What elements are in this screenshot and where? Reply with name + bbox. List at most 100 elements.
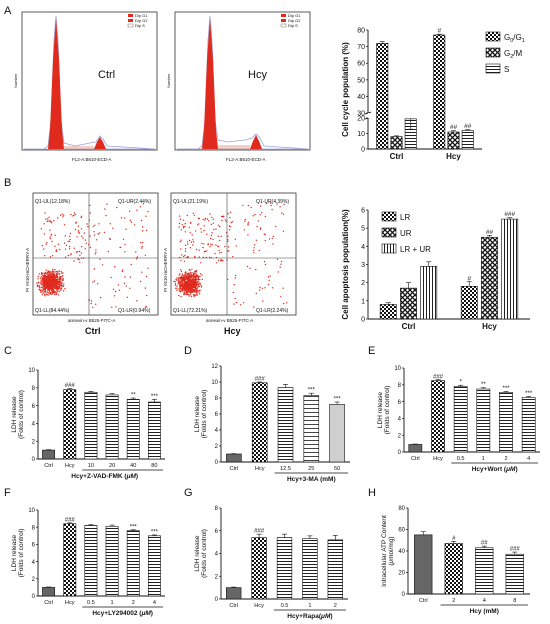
scatter-dot bbox=[47, 218, 49, 220]
scatter-dot bbox=[189, 283, 191, 285]
scatter-dot bbox=[92, 306, 94, 308]
scatter-dot bbox=[141, 226, 144, 228]
scatter-dot bbox=[233, 283, 235, 286]
scatter-dot bbox=[80, 216, 83, 219]
scatter-dot bbox=[51, 290, 53, 293]
scatter-dot bbox=[271, 287, 274, 289]
x-tick-label: Hcy bbox=[254, 603, 264, 609]
scatter-dot bbox=[144, 287, 146, 289]
scatter-dot bbox=[42, 280, 44, 282]
scatter-dot bbox=[191, 268, 193, 270]
scatter-dot bbox=[60, 289, 62, 291]
scatter-dot bbox=[247, 204, 250, 207]
scatter-dot bbox=[222, 215, 224, 217]
scatter-dot bbox=[267, 276, 270, 278]
bar bbox=[84, 391, 98, 460]
significance-mark: ## bbox=[450, 124, 458, 131]
bar bbox=[475, 547, 494, 595]
x-tick-label: Ctrl bbox=[44, 600, 53, 606]
y-tick-label: 70 bbox=[357, 44, 365, 51]
scatter-dot bbox=[179, 240, 182, 243]
scatter-dot bbox=[270, 204, 272, 207]
scatter-dot bbox=[188, 277, 191, 279]
scatter-dot bbox=[114, 266, 116, 268]
x-tick-label: 2 bbox=[452, 598, 455, 604]
scatter-dot bbox=[56, 272, 59, 274]
scatter-dot bbox=[253, 249, 255, 252]
scatter-dot bbox=[107, 250, 110, 253]
y-tick-label: 10 bbox=[28, 508, 35, 514]
scatter-hcy-xlabel: annexin-v B525-FITC-A bbox=[206, 318, 253, 323]
scatter-dot bbox=[281, 212, 283, 214]
scatter-dot bbox=[182, 288, 184, 290]
scatter-dot bbox=[114, 290, 117, 293]
scatter-dot bbox=[60, 285, 63, 287]
y-tick-label: 60 bbox=[398, 528, 405, 534]
scatter-dot bbox=[189, 232, 191, 234]
y-tick-label: 12 bbox=[211, 364, 218, 370]
scatter-dot bbox=[50, 274, 52, 277]
scatter-dot bbox=[174, 283, 177, 285]
scatter-dot bbox=[80, 252, 83, 254]
scatter-dot bbox=[51, 271, 53, 273]
scatter-dot bbox=[57, 217, 59, 219]
y-tick-label: 10 bbox=[28, 368, 35, 374]
scatter-dot bbox=[67, 240, 69, 242]
x-tick-label: 80 bbox=[151, 463, 157, 469]
scatter-dot bbox=[37, 278, 39, 280]
scatter-dot bbox=[63, 224, 66, 226]
scatter-dot bbox=[233, 303, 235, 305]
scatter-dot bbox=[44, 255, 46, 257]
bar bbox=[63, 389, 77, 460]
scatter-dot bbox=[176, 289, 178, 291]
significance-mark: ### bbox=[433, 374, 444, 380]
scatter-dot bbox=[195, 292, 198, 294]
scatter-hcy-ylabel: PI Y610-mCHERRY-A bbox=[163, 248, 168, 292]
scatter-dot bbox=[84, 248, 86, 250]
scatter-dot bbox=[260, 205, 262, 207]
scatter-dot bbox=[280, 263, 282, 265]
scatter-dot bbox=[199, 289, 201, 291]
scatter-dot bbox=[129, 276, 132, 278]
scatter-dot bbox=[44, 290, 46, 292]
scatter-dot bbox=[49, 276, 52, 278]
scatter-dot bbox=[62, 272, 64, 274]
scatter-dot bbox=[61, 282, 63, 284]
scatter-dot bbox=[182, 287, 184, 289]
scatter-dot bbox=[180, 278, 182, 280]
y-tick-label: 2 bbox=[215, 574, 219, 580]
significance-mark: ## bbox=[464, 123, 472, 130]
scatter-hcy-q-lr: Q1-LR(2.24%) bbox=[256, 308, 289, 314]
scatter-dot bbox=[191, 280, 193, 282]
scatter-dot bbox=[201, 278, 203, 281]
scatter-dot bbox=[110, 276, 112, 279]
scatter-dot bbox=[220, 258, 222, 261]
y-tick-label: 6 bbox=[32, 404, 36, 410]
scatter-dot bbox=[140, 219, 143, 222]
scatter-dot bbox=[224, 219, 226, 221]
scatter-dot bbox=[90, 300, 93, 302]
x-tick-label: 0.5 bbox=[87, 600, 95, 606]
y-axis-label: LDH release bbox=[11, 535, 18, 572]
y-tick-label: 5 bbox=[361, 226, 365, 233]
bar bbox=[251, 537, 267, 600]
scatter-dot bbox=[52, 268, 54, 271]
scatter-dot bbox=[75, 251, 78, 253]
scatter-dot bbox=[68, 245, 71, 248]
scatter-dot bbox=[180, 229, 182, 231]
scatter-dot bbox=[250, 206, 252, 209]
scatter-dot bbox=[43, 233, 46, 235]
scatter-dot bbox=[55, 271, 57, 273]
hist-hcy-legend-g2: Dip G2 bbox=[288, 18, 301, 23]
y-tick-label: 6 bbox=[361, 208, 365, 215]
scatter-dot bbox=[125, 228, 127, 230]
bar bbox=[105, 394, 119, 460]
scatter-dot bbox=[85, 242, 88, 244]
scatter-dot bbox=[229, 226, 232, 228]
scatter-dot bbox=[264, 263, 267, 266]
scatter-dot bbox=[46, 276, 48, 278]
scatter-dot bbox=[61, 213, 63, 215]
scatter-dot bbox=[76, 236, 78, 238]
scatter-dot bbox=[244, 218, 247, 221]
scatter-dot bbox=[195, 248, 198, 251]
